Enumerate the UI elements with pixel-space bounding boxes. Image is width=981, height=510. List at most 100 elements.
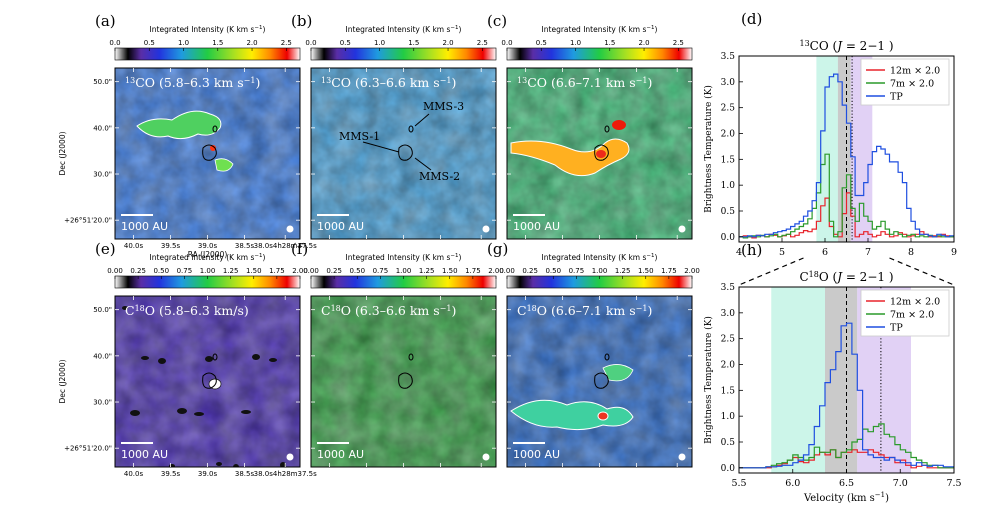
colorbar-tick: 1.75 bbox=[465, 267, 481, 275]
series-line bbox=[739, 322, 954, 469]
colorbar-title: Integrated Intensity (K km s−1) bbox=[542, 25, 658, 34]
colorbar-tick: 0.50 bbox=[349, 267, 365, 275]
legend-entry: TP bbox=[890, 323, 903, 334]
dec-tick-label: 50.0" bbox=[93, 78, 112, 86]
map-panel-f: (f) Integrated Intensity (K km s−1) 0.00 0.… bbox=[291, 240, 504, 468]
colorbar-tick: 0.25 bbox=[326, 267, 342, 275]
zoom-connector bbox=[738, 257, 804, 286]
dec-axis-label: Dec (J2000) bbox=[58, 131, 67, 175]
map-panel-b: (b) Integrated Intensity (K km s−1) 0.0 0.5… bbox=[291, 12, 497, 240]
series-line bbox=[739, 192, 954, 239]
ra-tick-label: 39.0s bbox=[198, 470, 218, 478]
y-axis-label: Brightness Temperature (K) bbox=[703, 316, 714, 444]
colorbar-tick: 2.0 bbox=[638, 39, 649, 47]
zoom-connector bbox=[889, 257, 955, 286]
colorbar-tick: 0.0 bbox=[501, 39, 512, 47]
colorbar-tick: 0.5 bbox=[340, 39, 351, 47]
colorbar-tick: 2.00 bbox=[488, 267, 504, 275]
series-line bbox=[739, 423, 954, 469]
dec-tick-label: 40.0" bbox=[93, 124, 112, 132]
y-tick-label: 3.0 bbox=[721, 309, 736, 319]
colorbar bbox=[310, 47, 497, 61]
y-tick-label: 2.5 bbox=[721, 335, 736, 345]
colorbar-tick: 2.00 bbox=[292, 267, 308, 275]
map-title: 13CO (5.8–6.3 km s−1) bbox=[125, 75, 260, 90]
y-tick-label: 2.5 bbox=[721, 104, 736, 114]
panel-letter: (f) bbox=[291, 240, 308, 258]
core-contour bbox=[594, 144, 609, 161]
map-title: C18O (6.6–7.1 km s−1) bbox=[517, 303, 652, 318]
colorbar-tick: 0.25 bbox=[130, 267, 146, 275]
core-contour bbox=[594, 372, 609, 389]
dec-tick-label: 50.0" bbox=[93, 306, 112, 314]
colorbar-tick: 1.0 bbox=[374, 39, 385, 47]
ra-tick-label: 40.0s bbox=[124, 242, 144, 250]
colorbar-tick: 0.0 bbox=[305, 39, 316, 47]
colorbar-tick: 0.75 bbox=[177, 267, 193, 275]
velocity-band-gray bbox=[837, 56, 851, 242]
beam bbox=[678, 453, 686, 461]
legend-entry: 7m × 2.0 bbox=[890, 79, 934, 90]
colorbar-title: Integrated Intensity (K km s−1) bbox=[346, 25, 462, 34]
colorbar-tick: 0.0 bbox=[109, 39, 120, 47]
x-tick-label: 7.0 bbox=[893, 478, 908, 489]
colorbar-tick: 1.0 bbox=[178, 39, 189, 47]
x-tick-label: 5.5 bbox=[731, 478, 746, 489]
colorbar-tick: 1.25 bbox=[223, 267, 239, 275]
intensity-map: 13CO (5.8–6.3 km s−1) 1000 AU bbox=[115, 68, 300, 239]
beam bbox=[678, 225, 686, 233]
colorbar-tick: 1.50 bbox=[246, 267, 262, 275]
dec-tick-label: 30.0" bbox=[93, 171, 112, 179]
map-panel-g: (g) Integrated Intensity (K km s−1) 0.00 0.… bbox=[487, 240, 700, 468]
beam bbox=[286, 225, 294, 233]
legend-entry: 12m × 2.0 bbox=[890, 297, 940, 308]
emission-contour bbox=[136, 110, 222, 140]
map-title: C18O (6.3–6.6 km s−1) bbox=[321, 303, 456, 318]
map-title: C18O (5.8–6.3 km/s) bbox=[125, 303, 249, 318]
colorbar-tick: 1.00 bbox=[396, 267, 412, 275]
colorbar bbox=[114, 47, 301, 61]
ra-axis-label: RA (J2000) bbox=[188, 250, 228, 259]
emission-peak bbox=[210, 145, 216, 151]
colorbar-tick: 1.00 bbox=[592, 267, 608, 275]
colorbar-tick: 0.75 bbox=[373, 267, 389, 275]
ra-tick-label: 40.0s bbox=[124, 470, 144, 478]
spectrum-title: 13CO (J = 2−1 ) bbox=[799, 39, 893, 54]
map-panel-a: (a) Integrated Intensity (K km s−1) 0.0 0.5… bbox=[58, 12, 317, 259]
colorbar-tick: 0.50 bbox=[153, 267, 169, 275]
y-tick-label: 0.5 bbox=[721, 207, 736, 217]
emission-filament bbox=[510, 399, 634, 431]
colorbar-tick: 2.5 bbox=[281, 39, 292, 47]
x-tick-label: 6 bbox=[822, 247, 828, 258]
scale-bar-label: 1000 AU bbox=[513, 220, 560, 233]
y-tick-label: 3.5 bbox=[721, 52, 736, 62]
colorbar-tick: 2.00 bbox=[684, 267, 700, 275]
colorbar-tick: 1.5 bbox=[408, 39, 419, 47]
core-contour bbox=[398, 372, 413, 389]
series-line bbox=[739, 73, 954, 238]
colorbar-tick: 0.00 bbox=[107, 267, 123, 275]
scale-bar-label: 1000 AU bbox=[121, 220, 168, 233]
core-contour bbox=[202, 144, 217, 161]
map-title: 13CO (6.3–6.6 km s−1) bbox=[321, 75, 456, 90]
ra-tick-label: 38.0s4h28m37.5s bbox=[254, 242, 317, 250]
label-mms-3: MMS-3 bbox=[423, 100, 464, 113]
panel-letter: (a) bbox=[95, 12, 116, 30]
x-tick-label: 8 bbox=[908, 247, 914, 258]
x-axis-label: Velocity (km s−1) bbox=[803, 491, 889, 504]
emission-filament bbox=[510, 138, 630, 177]
colorbar-tick: 2.5 bbox=[673, 39, 684, 47]
emission-peak bbox=[612, 120, 626, 130]
y-tick-label: 1.5 bbox=[721, 155, 736, 165]
y-tick-label: 3.5 bbox=[721, 283, 736, 293]
colorbar-tick: 1.5 bbox=[604, 39, 615, 47]
colorbar-tick: 1.50 bbox=[638, 267, 654, 275]
colorbar-tick: 0.50 bbox=[545, 267, 561, 275]
dec-tick-label: +26°51'20.0" bbox=[64, 217, 112, 225]
map-panel-e: (e) Integrated Intensity (K km s−1) 0.00 0.… bbox=[58, 240, 317, 478]
x-tick-label: 5 bbox=[779, 247, 785, 258]
panel-letter: (e) bbox=[95, 240, 116, 258]
legend bbox=[860, 289, 950, 337]
colorbar-tick: 2.5 bbox=[477, 39, 488, 47]
scale-bar-label: 1000 AU bbox=[121, 448, 168, 461]
